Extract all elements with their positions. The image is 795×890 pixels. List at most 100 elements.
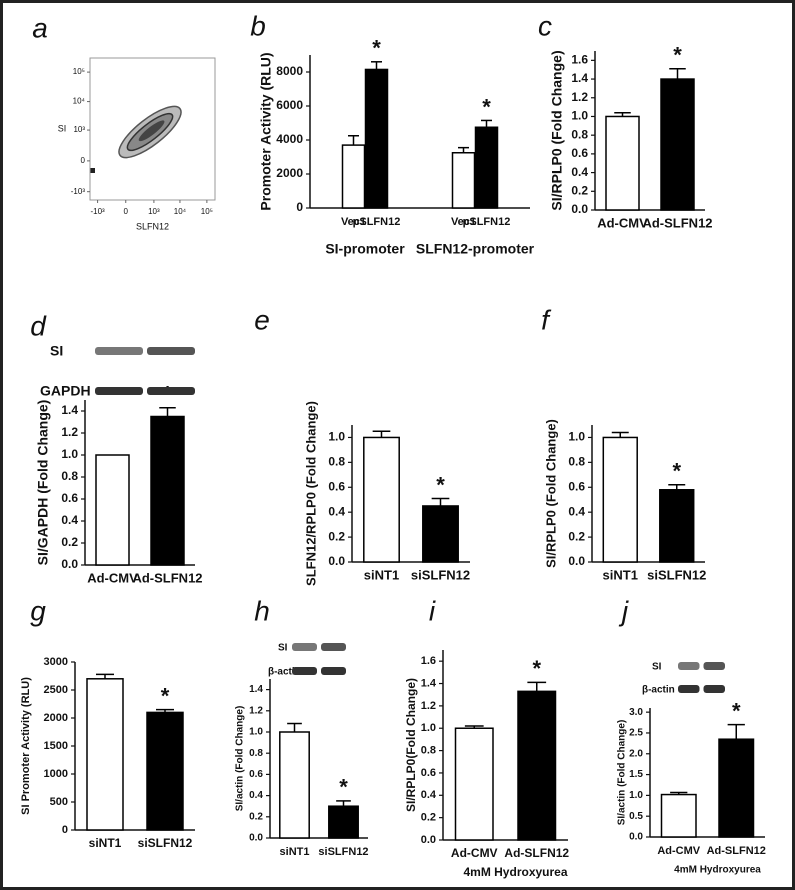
y-tick-label: 0.4 [571, 165, 588, 179]
bar [659, 489, 695, 563]
x-tick-label: -10³ [90, 207, 105, 216]
bar [660, 793, 697, 838]
y-tick-label: 6000 [276, 98, 303, 112]
panel-letter: c [538, 10, 552, 41]
y-tick-label: 1500 [44, 740, 68, 752]
y-tick-label: 1.2 [421, 700, 436, 712]
panel-letter: a [32, 12, 48, 43]
x-tick-label: Ad-CMV [657, 845, 700, 857]
y-tick-label: 1.2 [249, 705, 263, 716]
panel-letter: d [30, 310, 47, 341]
y-tick-label: 0.4 [421, 789, 437, 801]
y-axis-label: SI/GAPDH (Fold Change) [35, 400, 51, 566]
y-tick-label: 0.6 [61, 491, 78, 505]
y-tick-label: 0.6 [421, 767, 436, 779]
y-tick-label: 1.6 [571, 53, 588, 67]
x-tick-label: siSLFN12 [411, 567, 470, 582]
blot-band [321, 667, 346, 675]
blot-band [147, 347, 195, 355]
y-tick-label: 0.4 [568, 504, 585, 518]
x-tick-label: Ad-SLFN12 [707, 845, 766, 857]
y-axis-label: SI/actin (Fold Change) [235, 706, 246, 812]
blot-band [292, 667, 317, 675]
blot-band [678, 685, 700, 693]
significance-marker: * [673, 43, 682, 68]
significance-marker: * [161, 683, 170, 708]
y-tick-label: 10³ [73, 125, 85, 134]
x-tick-label: Ad-SLFN12 [504, 846, 569, 860]
y-tick-label: -10³ [71, 187, 86, 196]
y-tick-label: 0.8 [421, 744, 436, 756]
y-tick-label: 0.4 [328, 504, 345, 518]
y-tick-label: 0.6 [249, 769, 263, 780]
y-axis-label: SI [58, 123, 67, 133]
y-tick-label: 1.6 [421, 655, 436, 667]
x-tick-label: 0 [124, 207, 129, 216]
blot-label: β-actin [268, 667, 301, 678]
y-tick-label: 1.0 [629, 790, 643, 801]
y-tick-label: 0.2 [328, 529, 345, 543]
x-axis-label: SLFN12 [136, 221, 169, 231]
y-tick-label: 1.2 [61, 425, 78, 439]
panel-letter: g [30, 595, 46, 626]
x-tick-label: Ad-SLFN12 [132, 570, 202, 585]
bar [279, 731, 310, 839]
panel-letter: i [429, 595, 436, 626]
y-tick-label: 0.0 [61, 557, 78, 571]
y-tick-label: 0.2 [421, 812, 436, 824]
y-tick-label: 0.4 [61, 513, 78, 527]
y-tick-label: 0.0 [328, 554, 345, 568]
y-tick-label: 0.6 [328, 479, 345, 493]
panel-letter: b [250, 10, 266, 41]
panel-letter: h [254, 595, 270, 626]
x-tick-label: siNT1 [89, 836, 122, 850]
x-axis-label: 4mM Hydroxyurea [463, 865, 567, 879]
y-axis-label: SI/actin (Fold Change) [617, 720, 628, 826]
x-tick-label: pSLFN12 [353, 216, 401, 228]
x-tick-label: 10⁵ [201, 207, 213, 216]
y-tick-label: 0 [62, 824, 68, 836]
y-axis-label: SI Promoter Activity (RLU) [20, 677, 32, 815]
blot-band [703, 662, 725, 670]
y-tick-label: 3.0 [629, 707, 643, 718]
group-label: SI-promoter [325, 241, 405, 257]
y-tick-label: 2500 [44, 684, 68, 696]
x-tick-label: siNT1 [364, 567, 399, 582]
blot-band [292, 643, 317, 651]
panel-letter: f [541, 304, 552, 335]
y-tick-label: 1.4 [571, 71, 588, 85]
x-tick-label: siSLFN12 [647, 567, 706, 582]
bar [146, 711, 184, 831]
y-tick-label: 10⁴ [73, 97, 86, 106]
blot-label: SI [278, 643, 288, 654]
y-tick-label: 0.6 [571, 146, 588, 160]
y-tick-label: 0.8 [61, 469, 78, 483]
bar [422, 505, 459, 563]
y-tick-label: 0.2 [61, 535, 78, 549]
y-tick-label: 3000 [44, 656, 68, 668]
y-axis-label: SI/RPLP0 (Fold Change) [549, 50, 565, 210]
density-cluster [90, 168, 95, 173]
x-tick-label: siNT1 [280, 846, 310, 858]
x-tick-label: Ad-CMV [87, 570, 138, 585]
y-tick-label: 1.0 [328, 430, 345, 444]
x-tick-label: pSLFN12 [463, 216, 511, 228]
y-tick-label: 4000 [276, 132, 303, 146]
y-tick-label: 1.0 [421, 722, 436, 734]
y-tick-label: 0.8 [568, 455, 585, 469]
plot-frame [89, 57, 216, 201]
y-tick-label: 1.0 [61, 447, 78, 461]
y-tick-label: 8000 [276, 64, 303, 78]
y-tick-label: 0.8 [249, 748, 263, 759]
y-tick-label: 1.0 [568, 430, 585, 444]
x-tick-label: Ad-SLFN12 [642, 215, 712, 230]
blot-band [703, 685, 725, 693]
blot-band [678, 662, 700, 670]
x-tick-label: siSLFN12 [138, 836, 193, 850]
y-tick-label: 0.0 [421, 834, 436, 846]
blot-label: SI [50, 343, 63, 359]
blot-band [95, 387, 143, 395]
bar [95, 454, 130, 566]
y-tick-label: 1.0 [571, 109, 588, 123]
significance-marker: * [436, 472, 445, 497]
